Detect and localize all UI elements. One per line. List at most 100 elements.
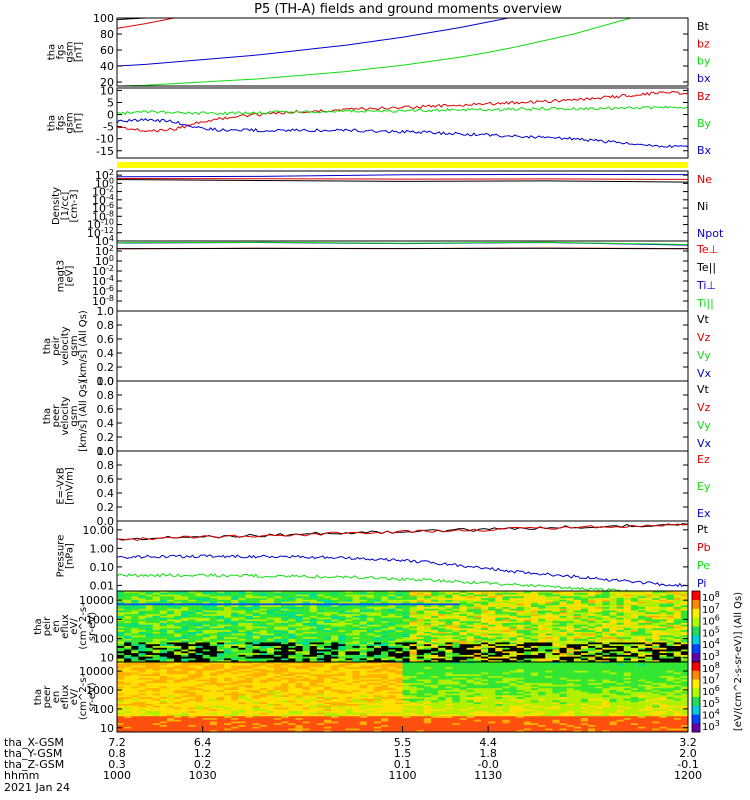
heatmap-cell xyxy=(145,642,154,645)
heatmap-cell xyxy=(281,614,289,617)
heatmap-cell xyxy=(473,598,482,601)
heatmap-cell xyxy=(331,674,339,677)
y-tick-label: 80 xyxy=(100,28,114,41)
heatmap-cell xyxy=(573,591,582,594)
heatmap-cell xyxy=(174,603,182,606)
heatmap-cell xyxy=(245,603,254,606)
heatmap-cell xyxy=(338,644,346,647)
heatmap-cell xyxy=(131,599,139,603)
heatmap-cell xyxy=(666,608,675,612)
heatmap-cell xyxy=(359,619,368,622)
heatmap-cell xyxy=(281,716,289,719)
heatmap-cell xyxy=(288,606,296,610)
heatmap-cell xyxy=(559,646,568,649)
heatmap-cell xyxy=(431,633,439,636)
heatmap-cell xyxy=(174,640,182,643)
heatmap-cell xyxy=(166,647,175,651)
heatmap-cell xyxy=(152,656,161,659)
heatmap-cell xyxy=(195,633,204,636)
heatmap-cell xyxy=(423,598,432,601)
heatmap-cell xyxy=(588,617,596,620)
heatmap-cell xyxy=(274,674,282,677)
heatmap-cell xyxy=(673,635,682,638)
heatmap-cell xyxy=(381,723,389,726)
heatmap-cell xyxy=(338,599,346,603)
heatmap-cell xyxy=(145,672,154,675)
heatmap-cell xyxy=(166,709,175,712)
heatmap-cell xyxy=(316,615,325,619)
heatmap-cell xyxy=(138,719,147,722)
heatmap-cell xyxy=(509,596,518,599)
heatmap-cell xyxy=(216,599,225,603)
heatmap-cell xyxy=(174,683,182,686)
heatmap-cell xyxy=(645,606,653,610)
panel-peer_eflux: 10810710610510410310000100010010thapeere… xyxy=(33,661,720,735)
heatmap-cell xyxy=(316,605,325,608)
heatmap-cell xyxy=(381,679,389,682)
heatmap-cell xyxy=(331,688,339,691)
heatmap-cell xyxy=(666,635,675,638)
heatmap-cell xyxy=(509,633,518,636)
heatmap-cell xyxy=(274,622,282,626)
heatmap-cell xyxy=(266,617,275,620)
heatmap-cell xyxy=(602,642,610,645)
heatmap-cell xyxy=(174,693,182,696)
heatmap-cell xyxy=(316,679,325,682)
heatmap-cell xyxy=(181,596,189,599)
heatmap-cell xyxy=(516,647,525,651)
heatmap-cell xyxy=(630,619,639,622)
heatmap-cell xyxy=(266,642,275,645)
heatmap-cell xyxy=(174,653,182,656)
heatmap-cell xyxy=(216,667,225,670)
heatmap-cell xyxy=(231,622,239,626)
heatmap-cell xyxy=(566,642,575,645)
heatmap-cell xyxy=(316,651,325,654)
heatmap-cell xyxy=(202,612,211,615)
heatmap-cell xyxy=(124,712,132,715)
heatmap-cell xyxy=(131,718,139,721)
heatmap-cell xyxy=(359,726,368,729)
heatmap-cell xyxy=(152,603,161,606)
heatmap-cell xyxy=(580,612,589,615)
panel-peir_velocity: 1.00.80.60.40.20.0thapeirvelocitygsm[km/… xyxy=(42,305,712,388)
heatmap-cell xyxy=(573,640,582,643)
heatmap-cell xyxy=(502,635,511,638)
heatmap-cell xyxy=(509,619,518,622)
heatmap-cell xyxy=(373,665,382,668)
heatmap-cell xyxy=(166,614,175,617)
heatmap-cell xyxy=(124,718,132,721)
heatmap-cell xyxy=(138,606,147,610)
heatmap-cell xyxy=(209,705,218,708)
heatmap-cell xyxy=(166,656,175,659)
heatmap-cell xyxy=(152,631,161,635)
heatmap-cell xyxy=(438,644,446,647)
heatmap-cell xyxy=(438,628,446,631)
heatmap-cell xyxy=(316,725,325,728)
heatmap-cell xyxy=(530,647,539,651)
heatmap-cell xyxy=(202,686,211,689)
heatmap-cell xyxy=(638,612,646,615)
heatmap-cell xyxy=(131,642,139,645)
heatmap-cell xyxy=(309,683,318,686)
series-line-Pt xyxy=(117,523,688,541)
heatmap-cell xyxy=(345,667,354,670)
heatmap-cell xyxy=(530,608,539,612)
heatmap-cell xyxy=(416,614,425,617)
heatmap-cell xyxy=(266,628,275,631)
heatmap-cell xyxy=(366,723,375,726)
heatmap-cell xyxy=(645,617,653,620)
heatmap-cell xyxy=(559,617,568,620)
heatmap-cell xyxy=(166,676,175,679)
heatmap-cell xyxy=(259,635,268,638)
heatmap-cell xyxy=(630,614,639,617)
heatmap-cell xyxy=(366,599,375,603)
heatmap-cell xyxy=(495,622,503,626)
heatmap-cell xyxy=(274,728,282,731)
heatmap-cell xyxy=(352,697,361,700)
heatmap-cell xyxy=(181,695,189,698)
heatmap-cell xyxy=(259,697,268,700)
heatmap-cell xyxy=(409,592,418,596)
heatmap-cell xyxy=(238,702,246,705)
heatmap-cell xyxy=(209,644,218,647)
heatmap-cell xyxy=(381,610,389,613)
